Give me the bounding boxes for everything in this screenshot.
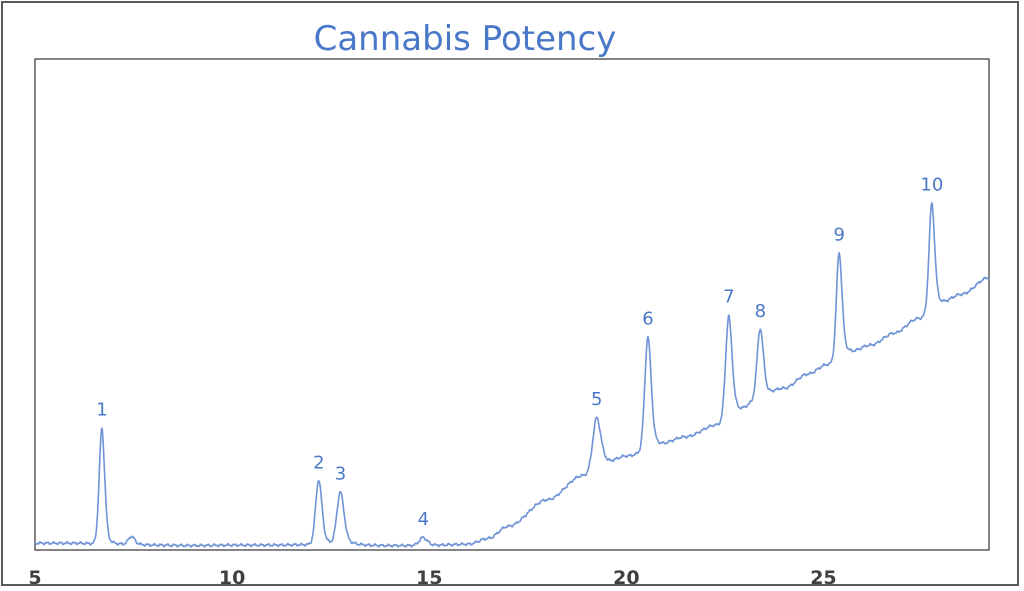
- chart-title: Cannabis Potency: [314, 19, 617, 59]
- x-axis-ticks: 5 10 15 20 25: [28, 567, 836, 589]
- x-tick-label: 25: [810, 567, 836, 589]
- chromatogram-trace: [34, 202, 990, 548]
- peak-label: 1: [96, 400, 107, 421]
- peak-label: 3: [335, 464, 346, 485]
- x-tick-label: 15: [416, 567, 442, 589]
- peak-label: 8: [755, 301, 766, 322]
- peak-label: 4: [418, 509, 429, 530]
- peak-label: 7: [723, 287, 734, 308]
- x-tick-label: 5: [28, 567, 41, 589]
- trace-layer: [34, 202, 990, 548]
- peak-label: 2: [313, 453, 324, 474]
- x-tick-label: 10: [219, 567, 245, 589]
- peak-label: 9: [833, 225, 844, 246]
- peak-label: 5: [591, 389, 602, 410]
- x-tick-label: 20: [613, 567, 639, 589]
- peak-label: 6: [642, 309, 653, 330]
- peak-label: 10: [920, 175, 943, 196]
- plot-area: [34, 58, 990, 551]
